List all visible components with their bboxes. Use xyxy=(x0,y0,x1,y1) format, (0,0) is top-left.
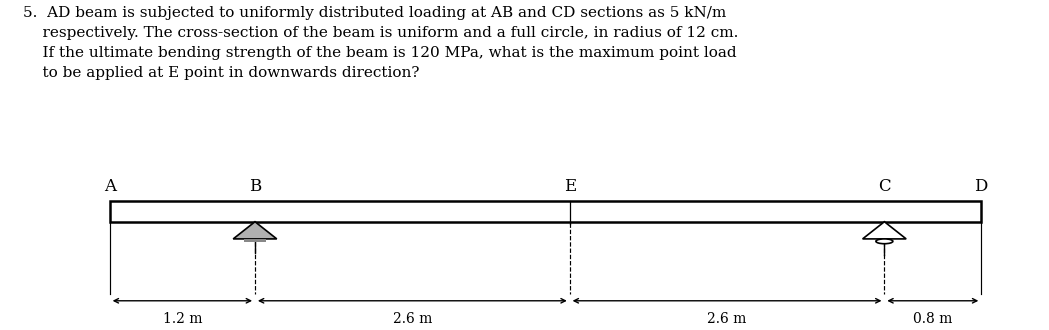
Text: 1.2 m: 1.2 m xyxy=(163,312,202,326)
Text: B: B xyxy=(249,178,261,195)
Text: C: C xyxy=(878,178,891,195)
Bar xyxy=(110,201,981,222)
Text: A: A xyxy=(104,178,115,195)
Text: 0.8 m: 0.8 m xyxy=(913,312,952,326)
Circle shape xyxy=(876,239,893,244)
Text: E: E xyxy=(563,178,576,195)
Polygon shape xyxy=(233,222,277,239)
Text: 2.6 m: 2.6 m xyxy=(707,312,747,326)
Text: D: D xyxy=(975,178,988,195)
Polygon shape xyxy=(862,222,906,239)
Text: 5.  AD beam is subjected to uniformly distributed loading at AB and CD sections : 5. AD beam is subjected to uniformly dis… xyxy=(23,6,738,80)
Bar xyxy=(244,239,265,242)
Text: 2.6 m: 2.6 m xyxy=(392,312,432,326)
